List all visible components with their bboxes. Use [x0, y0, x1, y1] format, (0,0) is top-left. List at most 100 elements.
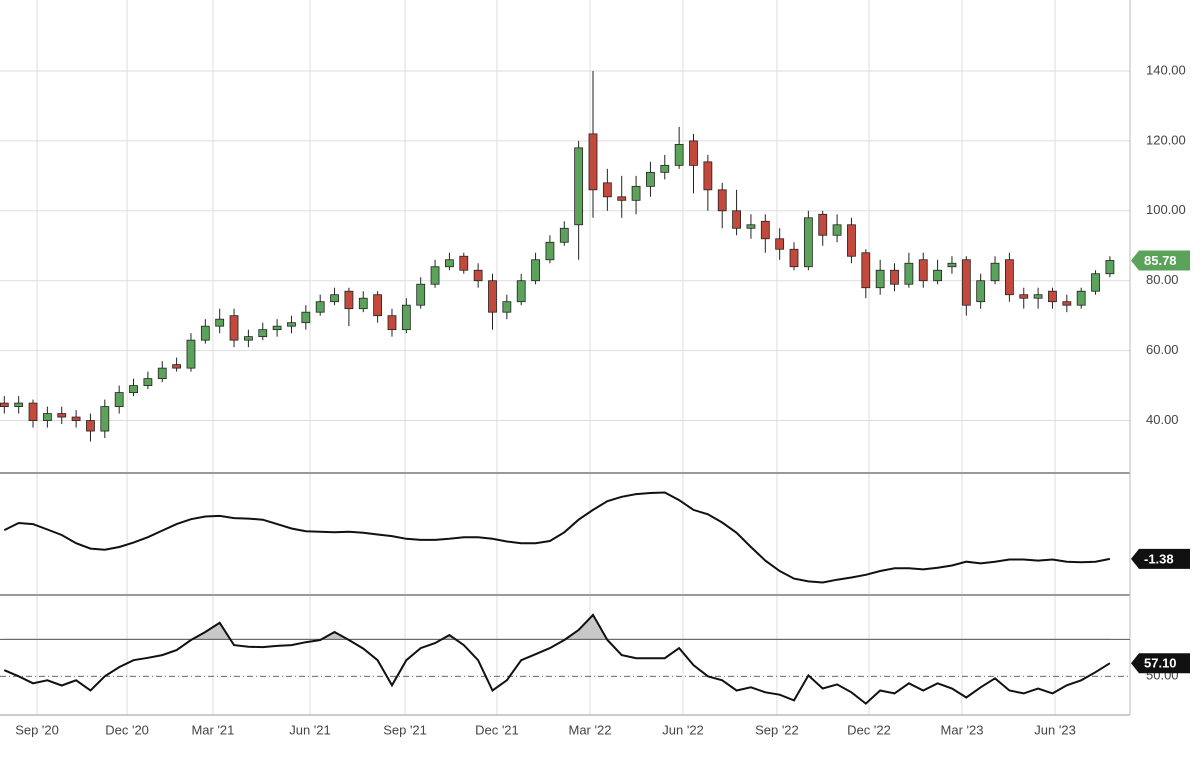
candle-body: [703, 161, 713, 191]
candle-body: [631, 185, 641, 201]
candle-body: [172, 364, 182, 369]
candle-body: [1076, 290, 1086, 306]
y-tick-label: 100.00: [1146, 202, 1186, 217]
candle-body: [373, 294, 383, 317]
candle-body: [861, 252, 871, 289]
indicator-line: [3, 491, 1111, 584]
x-tick-label: Jun '21: [289, 722, 331, 737]
candle-body: [775, 238, 785, 250]
candle-body: [617, 196, 627, 201]
y-tick-label: 140.00: [1146, 62, 1186, 77]
last-value-tag: [1131, 250, 1190, 271]
candle-body: [157, 367, 167, 380]
x-tick-label: Sep '22: [755, 722, 799, 737]
candle-body: [330, 294, 339, 303]
x-tick-label: Mar '22: [569, 722, 612, 737]
x-tick-label: Jun '23: [1034, 722, 1076, 737]
candle-body: [1004, 259, 1014, 296]
candle-body: [961, 259, 971, 306]
candle-body: [473, 269, 483, 282]
candle-body: [488, 280, 497, 313]
x-tick-label: Sep '21: [383, 722, 427, 737]
x-tick-label: Dec '22: [847, 722, 891, 737]
candle-body: [674, 143, 684, 166]
candle-body: [344, 290, 354, 310]
candle-body: [689, 140, 698, 166]
candle-body: [1048, 290, 1057, 303]
candle-body: [215, 318, 225, 327]
candle-body: [545, 241, 555, 261]
candle-body: [401, 304, 411, 331]
candle-body: [387, 315, 397, 331]
candle-body: [789, 248, 799, 268]
candle-body: [71, 416, 81, 421]
candle-body: [602, 182, 612, 198]
candle-body: [459, 255, 469, 271]
overbought-area: [3, 614, 1111, 640]
last-value-tag: [1131, 653, 1190, 674]
candle-body: [358, 297, 368, 310]
candle-body: [646, 171, 655, 187]
candle-body: [258, 329, 268, 338]
x-tick-label: Mar '23: [941, 722, 984, 737]
candle-body: [57, 413, 67, 418]
x-tick-label: Jun '22: [662, 722, 704, 737]
candle-body: [516, 280, 526, 303]
candle-body: [847, 224, 856, 257]
candle-body: [947, 262, 957, 268]
candle-body: [129, 385, 138, 393]
candle-body: [746, 224, 756, 229]
last-value-label: 85.78: [1144, 253, 1177, 268]
candle-body: [904, 262, 914, 285]
candle-body: [430, 266, 440, 285]
x-tick-label: Dec '20: [105, 722, 149, 737]
candle-body: [588, 133, 598, 191]
candle-body: [86, 420, 95, 432]
candle-body: [301, 311, 311, 324]
candle-body: [803, 217, 813, 268]
last-value-label: -1.38: [1144, 551, 1174, 566]
candle-body: [760, 220, 770, 240]
candle-body: [1019, 294, 1029, 299]
y-tick-label: 40.00: [1146, 412, 1179, 427]
candle-body: [574, 147, 584, 226]
candle-body: [976, 280, 986, 303]
x-tick-label: Dec '21: [475, 722, 519, 737]
y-tick-label: 60.00: [1146, 342, 1179, 357]
candle-body: [660, 164, 670, 173]
candle-body: [818, 213, 828, 236]
candle-body: [416, 283, 426, 306]
x-tick-label: Mar '21: [191, 722, 234, 737]
candle-body: [559, 227, 569, 243]
candle-body: [717, 189, 727, 212]
candle-body: [272, 325, 282, 331]
candle-body: [0, 402, 9, 407]
candle-body: [14, 402, 24, 407]
candle-body: [1062, 301, 1072, 306]
candle-body: [875, 269, 885, 289]
candle-body: [832, 224, 842, 236]
candle-body: [1091, 273, 1100, 292]
candle-body: [990, 262, 1000, 282]
candle-body: [287, 322, 296, 327]
candle-body: [100, 406, 110, 432]
last-value-tag: [1131, 548, 1190, 569]
candle-body: [200, 325, 210, 341]
candle-body: [732, 210, 741, 229]
candle-body: [1033, 294, 1043, 299]
y-tick-label: 80.00: [1146, 272, 1179, 287]
candle-body: [1105, 260, 1115, 275]
candle-body: [502, 301, 512, 313]
candle-body: [143, 378, 153, 387]
candle-body: [315, 301, 325, 313]
y-tick-label: 120.00: [1146, 132, 1186, 147]
candle-body: [933, 269, 942, 282]
x-tick-label: Sep '20: [15, 722, 59, 737]
candle-body: [243, 336, 253, 341]
candle-body: [918, 259, 928, 282]
candle-body: [890, 269, 899, 285]
candle-body: [445, 259, 454, 268]
indicator-line: [3, 613, 1111, 705]
candle-body: [186, 339, 196, 369]
candle-body: [229, 315, 239, 341]
